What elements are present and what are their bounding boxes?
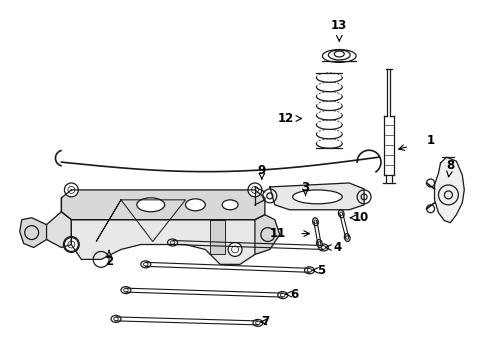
Text: 4: 4 [333, 241, 342, 254]
Ellipse shape [222, 200, 238, 210]
Text: 12: 12 [277, 112, 294, 125]
Ellipse shape [168, 239, 177, 246]
Polygon shape [47, 198, 72, 247]
Ellipse shape [305, 267, 315, 274]
Circle shape [64, 183, 78, 197]
Text: 6: 6 [291, 288, 299, 301]
Text: 3: 3 [301, 181, 310, 194]
Ellipse shape [313, 218, 318, 226]
Polygon shape [255, 215, 280, 255]
Ellipse shape [278, 292, 288, 298]
Ellipse shape [293, 190, 342, 204]
Text: 7: 7 [261, 315, 269, 328]
Ellipse shape [339, 210, 344, 218]
Text: 9: 9 [258, 163, 266, 176]
Text: 10: 10 [353, 211, 369, 224]
Text: 11: 11 [270, 227, 286, 240]
Polygon shape [61, 190, 265, 220]
Circle shape [248, 183, 262, 197]
Ellipse shape [111, 315, 121, 323]
Ellipse shape [137, 198, 165, 212]
Text: 1: 1 [426, 134, 435, 147]
Text: 13: 13 [331, 19, 347, 32]
Text: 2: 2 [105, 255, 113, 268]
Circle shape [228, 243, 242, 256]
Text: 5: 5 [318, 264, 325, 277]
Polygon shape [210, 220, 225, 255]
Ellipse shape [121, 287, 131, 294]
Polygon shape [20, 218, 47, 247]
Ellipse shape [253, 319, 263, 327]
Ellipse shape [185, 199, 205, 211]
Polygon shape [435, 157, 465, 223]
Ellipse shape [317, 239, 322, 247]
Ellipse shape [141, 261, 151, 268]
Ellipse shape [318, 244, 328, 251]
Ellipse shape [344, 234, 350, 242]
Polygon shape [270, 183, 364, 210]
Circle shape [64, 238, 78, 251]
Polygon shape [72, 220, 255, 264]
Text: 8: 8 [446, 159, 455, 172]
